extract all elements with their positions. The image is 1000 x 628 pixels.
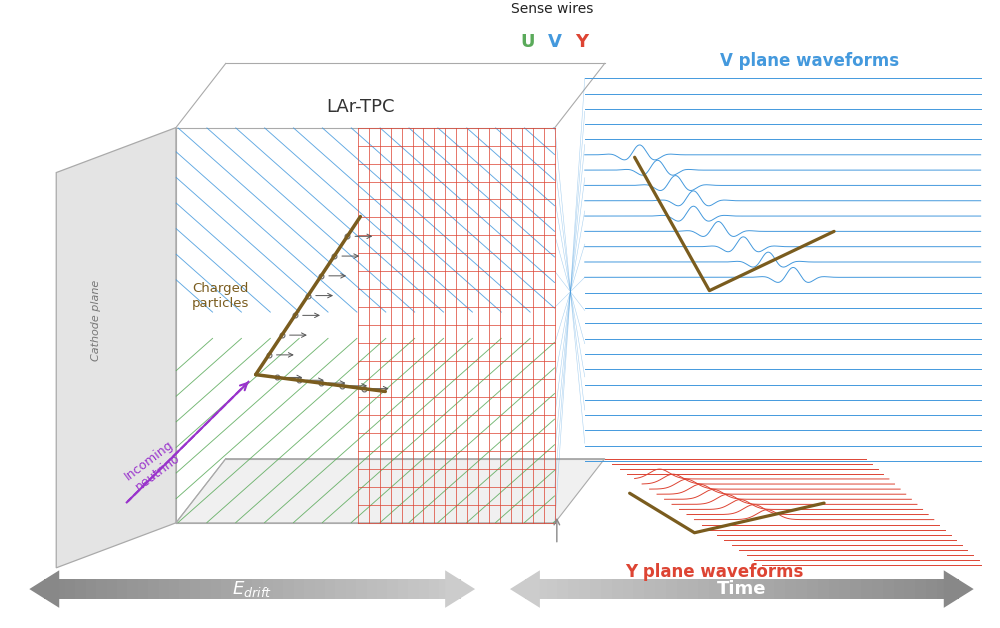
Bar [785,579,797,599]
Bar [44,579,55,599]
Bar [148,579,159,599]
Bar [346,579,357,599]
Text: Charged
particles: Charged particles [192,281,249,310]
Bar [590,579,601,599]
FancyArrow shape [445,570,475,608]
Bar [138,579,149,599]
Bar [742,579,753,599]
Bar [294,579,305,599]
Text: V plane waveforms: V plane waveforms [720,52,899,70]
Bar [612,579,623,599]
Text: LAr-TPC: LAr-TPC [326,98,395,116]
Bar [807,579,818,599]
Text: V: V [548,33,562,51]
Text: Sense wires: Sense wires [511,2,593,16]
Bar [325,579,336,599]
Bar [107,579,118,599]
Bar [633,579,645,599]
Bar [948,579,959,599]
FancyArrow shape [510,570,540,608]
Bar [263,579,274,599]
Bar [65,579,76,599]
Bar [547,579,558,599]
Text: $E_{drift}$: $E_{drift}$ [232,579,272,599]
Bar [429,579,440,599]
Bar [655,579,666,599]
Bar [387,579,398,599]
Bar [666,579,677,599]
Bar [377,579,388,599]
Bar [96,579,107,599]
Bar [839,579,851,599]
Bar [536,579,547,599]
Bar [159,579,170,599]
Bar [579,579,591,599]
Bar [720,579,732,599]
Bar [127,579,138,599]
Bar [764,579,775,599]
Bar [688,579,699,599]
Bar [677,579,688,599]
Bar [75,579,86,599]
Polygon shape [56,127,176,568]
Bar [169,579,180,599]
Bar [190,579,201,599]
Bar [398,579,409,599]
Bar [304,579,315,599]
Bar [273,579,284,599]
FancyArrow shape [29,570,59,608]
Bar [937,579,948,599]
Bar [644,579,656,599]
Bar [367,579,377,599]
Bar [439,579,450,599]
Text: Cathode plane: Cathode plane [91,279,101,361]
Bar [242,579,253,599]
Bar [753,579,764,599]
Bar [709,579,721,599]
Bar [86,579,97,599]
Bar [774,579,786,599]
Text: Incoming
neutrino: Incoming neutrino [122,438,184,495]
Bar [231,579,242,599]
Bar [335,579,346,599]
Bar [557,579,569,599]
Bar [568,579,580,599]
Bar [200,579,211,599]
Bar [872,579,883,599]
Bar [315,579,325,599]
Bar [55,579,66,599]
Bar [894,579,905,599]
Text: Y: Y [575,33,588,51]
Bar [601,579,612,599]
Bar [211,579,222,599]
Bar [915,579,927,599]
Bar [179,579,190,599]
Text: Time: Time [717,580,767,598]
Bar [356,579,367,599]
Bar [698,579,710,599]
Bar [796,579,807,599]
Text: U: U [521,33,535,51]
Bar [829,579,840,599]
Bar [221,579,232,599]
Bar [623,579,634,599]
Bar [283,579,294,599]
Bar [252,579,263,599]
Bar [883,579,894,599]
Bar [408,579,419,599]
Bar [419,579,429,599]
Bar [818,579,829,599]
Bar [861,579,873,599]
Bar [850,579,862,599]
Text: Y plane waveforms: Y plane waveforms [625,563,804,582]
Bar [450,579,461,599]
Polygon shape [176,458,605,523]
Bar [525,579,536,599]
Bar [731,579,742,599]
Bar [904,579,916,599]
FancyArrow shape [944,570,974,608]
Bar [117,579,128,599]
Bar [926,579,938,599]
